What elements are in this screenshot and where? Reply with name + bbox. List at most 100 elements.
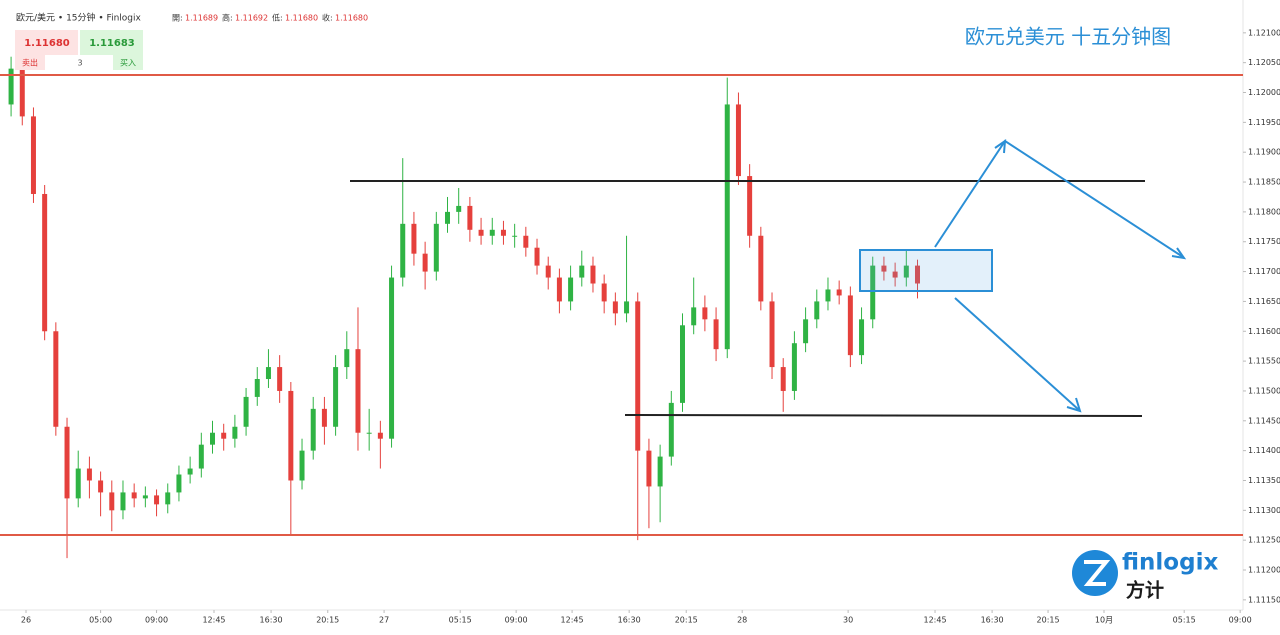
arrow-down	[954, 297, 1080, 411]
y-tick-label: 1.12100	[1248, 28, 1280, 37]
x-tick-label: 12:45	[923, 616, 946, 625]
candle-body	[489, 229, 495, 236]
x-tick-label: 30	[843, 616, 853, 625]
level-line	[624, 414, 1143, 417]
candle-body	[601, 283, 607, 302]
x-tick-label: 20:15	[1037, 616, 1060, 625]
logo-name: finlogix	[1122, 550, 1218, 576]
ohlc-readout: 開: 1.11689 高: 1.11692 低: 1.11680 收: 1.11680	[172, 13, 368, 23]
candle-body	[288, 390, 294, 481]
arrow-head	[1066, 397, 1082, 413]
candle-body	[914, 265, 920, 284]
y-tick-label: 1.11400	[1248, 446, 1280, 455]
candle-body	[321, 408, 327, 427]
buy-box[interactable]	[80, 30, 143, 55]
sell-tag[interactable]	[15, 55, 45, 70]
y-tick-label: 1.11900	[1248, 148, 1280, 157]
candle-body	[825, 289, 831, 302]
candle-body	[30, 116, 36, 194]
ohlc-value: 1.11680	[285, 14, 318, 23]
x-tick-label: 10月	[1095, 616, 1113, 625]
sell-box[interactable]	[15, 30, 78, 55]
candle-body	[859, 319, 865, 356]
candle-body	[8, 68, 14, 105]
candle-body	[210, 432, 216, 445]
ohlc-label: 收:	[322, 13, 333, 23]
candle-body	[445, 211, 451, 224]
arrow-head	[994, 138, 1007, 154]
x-tick-label: 20:15	[316, 616, 339, 625]
candle-body	[646, 450, 652, 487]
candle-body	[791, 343, 797, 391]
ohlc-label: 開:	[172, 14, 183, 23]
arrow-head	[1171, 247, 1187, 260]
ohlc-value: 1.11689	[185, 14, 218, 23]
candle-body	[221, 432, 227, 439]
y-tick-label: 1.11850	[1248, 178, 1280, 187]
candle-body	[389, 277, 395, 439]
candle-body	[590, 265, 596, 284]
ohlc-label: 高:	[222, 13, 233, 23]
spread: 3	[77, 59, 82, 68]
y-tick-label: 1.11200	[1248, 566, 1280, 575]
candle-body	[120, 492, 126, 511]
x-tick-label: 20:15	[675, 616, 698, 625]
candle-body	[142, 495, 148, 499]
x-tick-label: 16:30	[981, 616, 1004, 625]
arrows	[934, 138, 1187, 413]
candle-body	[422, 253, 428, 272]
ask-price: 1.11683	[89, 38, 135, 49]
candle-body	[299, 450, 305, 481]
x-tick-label: 09:00	[1229, 616, 1252, 625]
y-tick-label: 1.11750	[1248, 237, 1280, 246]
candle-body	[154, 495, 160, 505]
chart-title: 欧元兑美元 十五分钟图	[965, 25, 1171, 49]
candle-body	[713, 319, 719, 350]
candle-body	[411, 223, 417, 254]
buy-tag[interactable]	[113, 55, 143, 70]
x-tick-label: 16:30	[618, 616, 641, 625]
candle-body	[780, 367, 786, 391]
candle-body	[198, 444, 204, 469]
candle-body	[366, 432, 372, 434]
candle-body	[109, 492, 115, 511]
candle-body	[624, 301, 630, 314]
candle-body	[612, 301, 618, 314]
candle-body	[400, 223, 406, 278]
y-tick-label: 1.11700	[1248, 267, 1280, 276]
y-tick-label: 1.12000	[1248, 88, 1280, 97]
candle-body	[556, 277, 562, 302]
candle-body	[344, 349, 350, 368]
x-tick-label: 05:00	[89, 616, 112, 625]
candle-body	[456, 205, 462, 212]
candle-body	[467, 205, 473, 230]
candle-body	[265, 367, 271, 380]
x-tick-label: 28	[737, 616, 747, 625]
y-tick-label: 1.11950	[1248, 118, 1280, 127]
ohlc-label: 低:	[272, 13, 283, 23]
y-tick-label: 1.11650	[1248, 297, 1280, 306]
buy-label[interactable]: 买入	[120, 59, 136, 68]
y-tick-label: 1.11550	[1248, 357, 1280, 366]
y-tick-label: 1.11250	[1248, 536, 1280, 545]
candle-body	[635, 301, 641, 451]
sell-label[interactable]: 卖出	[22, 58, 38, 68]
range-box	[859, 249, 993, 292]
candle-body	[377, 432, 383, 439]
candle-body	[523, 235, 529, 248]
y-tick-label: 1.11800	[1248, 207, 1280, 216]
candle-body	[747, 176, 753, 236]
x-tick-label: 05:15	[449, 616, 472, 625]
candle-body	[758, 235, 764, 302]
y-tick-label: 1.11600	[1248, 327, 1280, 336]
candle-body	[512, 235, 518, 237]
candle-body	[176, 474, 182, 493]
symbol: 欧元/美元 • 15分钟 • Finlogix	[16, 12, 141, 24]
candle-body	[545, 265, 551, 278]
x-tick-label: 05:15	[1173, 616, 1196, 625]
candle-body	[131, 492, 137, 499]
ohlc-value: 1.11692	[235, 14, 268, 23]
candle-body	[847, 295, 853, 356]
candle-body	[870, 265, 876, 320]
